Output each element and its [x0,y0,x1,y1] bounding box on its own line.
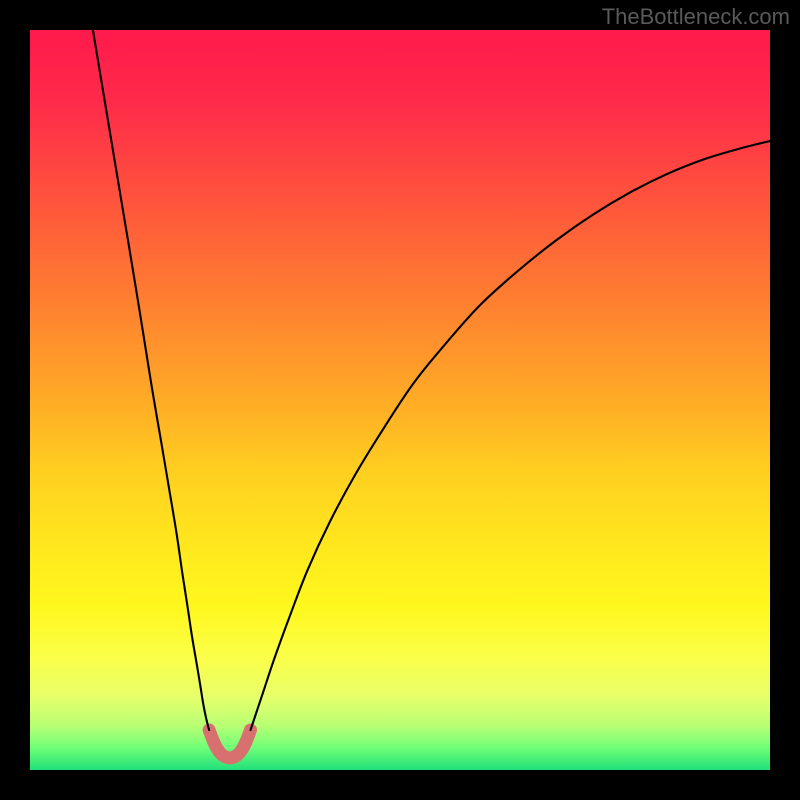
chart-background [30,30,770,770]
bottleneck-chart [30,30,770,770]
chart-container: TheBottleneck.com [0,0,800,800]
chart-svg [30,30,770,770]
watermark-text: TheBottleneck.com [602,4,790,30]
